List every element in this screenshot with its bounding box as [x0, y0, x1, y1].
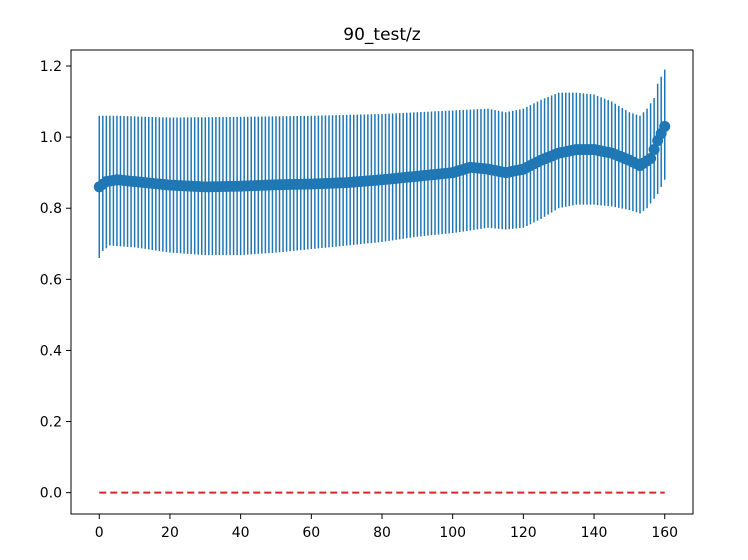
- series-layer: [93, 69, 671, 494]
- x-tick-label: 160: [651, 525, 678, 541]
- y-tick-label: 1.2: [40, 59, 62, 75]
- data-point: [648, 144, 660, 156]
- y-tick-label: 0.8: [40, 201, 62, 217]
- x-tick-label: 0: [95, 525, 104, 541]
- x-tick-label: 140: [581, 525, 608, 541]
- x-tick-label: 60: [302, 525, 320, 541]
- y-tick-label: 0.2: [40, 415, 62, 431]
- y-tick-label: 0.4: [40, 343, 62, 359]
- data-point: [659, 120, 671, 132]
- x-tick-label: 80: [373, 525, 391, 541]
- y-tick-label: 1.0: [40, 130, 62, 146]
- y-tick-label: 0.6: [40, 272, 62, 288]
- data-point: [645, 152, 657, 164]
- x-tick-label: 40: [232, 525, 250, 541]
- x-tick-label: 100: [439, 525, 466, 541]
- x-tick-label: 120: [510, 525, 537, 541]
- axes-layer: 0 20 40 60 80 100 120 140 160 0.0 0.2 0.4 0.6 0.8 1.0 1…: [40, 49, 694, 541]
- chart-title: 90_test/z: [343, 25, 421, 45]
- x-tick-label: 20: [161, 525, 179, 541]
- y-tick-label: 0.0: [40, 486, 62, 502]
